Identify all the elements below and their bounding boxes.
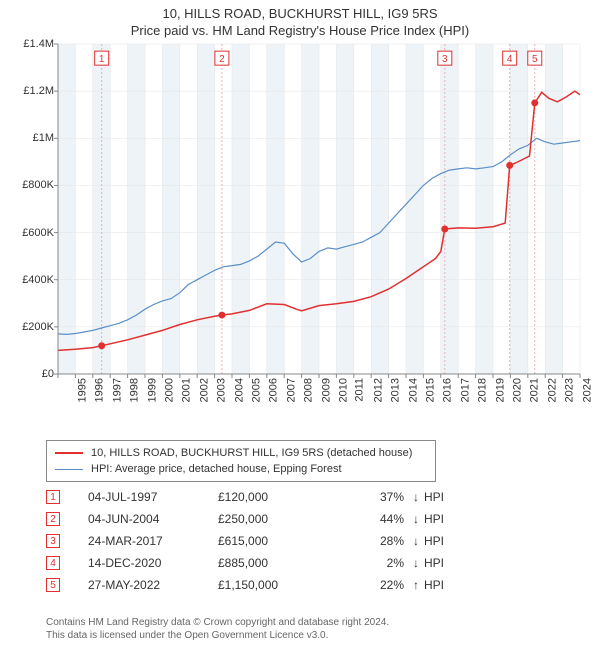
- sale-arrow-icon: ↓: [408, 512, 424, 526]
- sale-diff: 37%: [348, 490, 408, 504]
- sale-vs-label: HPI: [424, 490, 464, 504]
- x-tick-label: 2022: [546, 378, 558, 402]
- footer-line2: This data is licensed under the Open Gov…: [46, 629, 556, 642]
- footer-line1: Contains HM Land Registry data © Crown c…: [46, 616, 556, 629]
- y-tick-label: £0: [42, 368, 54, 380]
- sale-diff: 28%: [348, 534, 408, 548]
- sale-marker: 2: [46, 512, 60, 526]
- sale-date: 04-JUN-2004: [88, 512, 218, 526]
- x-tick-label: 2016: [442, 378, 454, 402]
- title-address: 10, HILLS ROAD, BUCKHURST HILL, IG9 5RS: [0, 6, 600, 21]
- x-tick-label: 2020: [511, 378, 523, 402]
- x-tick-label: 2007: [285, 378, 297, 402]
- sale-arrow-icon: ↓: [408, 556, 424, 570]
- x-tick-label: 2013: [390, 378, 402, 402]
- sale-vs-label: HPI: [424, 512, 464, 526]
- chart-container: 10, HILLS ROAD, BUCKHURST HILL, IG9 5RS …: [0, 0, 600, 650]
- legend-swatch-price: [55, 452, 83, 454]
- svg-text:2: 2: [219, 54, 225, 65]
- x-tick-label: 2001: [181, 378, 193, 402]
- x-tick-label: 1996: [94, 378, 106, 402]
- sale-arrow-icon: ↑: [408, 578, 424, 592]
- sale-marker: 3: [46, 534, 60, 548]
- y-tick-label: £1.4M: [23, 38, 54, 50]
- sale-vs-label: HPI: [424, 534, 464, 548]
- x-tick-label: 2008: [303, 378, 315, 402]
- sale-row: 3 24-MAR-2017£615,00028%↓HPI: [46, 530, 556, 552]
- x-tick-label: 1999: [146, 378, 158, 402]
- y-tick-label: £400K: [22, 274, 54, 286]
- sale-row: 4 14-DEC-2020£885,0002%↓HPI: [46, 552, 556, 574]
- y-axis: £0£200K£400K£600K£800K£1M£1.2M£1.4M: [10, 44, 58, 374]
- sale-row: 2 04-JUN-2004£250,00044%↓HPI: [46, 508, 556, 530]
- svg-text:4: 4: [507, 54, 513, 65]
- x-tick-label: 2002: [198, 378, 210, 402]
- x-tick-label: 1995: [76, 378, 88, 402]
- legend-row-hpi: HPI: Average price, detached house, Eppi…: [55, 461, 427, 477]
- x-tick-label: 1998: [129, 378, 141, 402]
- x-tick-label: 2011: [354, 378, 366, 402]
- plot-area: 1 2 3 4 5: [58, 44, 580, 374]
- legend-label-hpi: HPI: Average price, detached house, Eppi…: [91, 463, 342, 475]
- legend: 10, HILLS ROAD, BUCKHURST HILL, IG9 5RS …: [46, 440, 436, 482]
- sale-price: £120,000: [218, 490, 348, 504]
- svg-text:1: 1: [99, 54, 105, 65]
- y-tick-label: £800K: [22, 179, 54, 191]
- x-tick-label: 2004: [233, 378, 245, 402]
- x-tick-label: 2012: [372, 378, 384, 402]
- sale-marker: 4: [46, 556, 60, 570]
- sale-arrow-icon: ↓: [408, 534, 424, 548]
- x-tick-label: 2024: [581, 378, 593, 402]
- sale-diff: 2%: [348, 556, 408, 570]
- sale-date: 24-MAR-2017: [88, 534, 218, 548]
- x-tick-label: 2009: [320, 378, 332, 402]
- sale-price: £1,150,000: [218, 578, 348, 592]
- x-tick-label: 2023: [564, 378, 576, 402]
- sale-row: 1 04-JUL-1997£120,00037%↓HPI: [46, 486, 556, 508]
- y-tick-label: £1.2M: [23, 85, 54, 97]
- x-tick-label: 2000: [163, 378, 175, 402]
- x-tick-label: 2006: [268, 378, 280, 402]
- x-tick-label: 2021: [529, 378, 541, 402]
- x-axis: 1995 1996 1997 1998 1999 2000 2001 2002 2003 2004…: [58, 374, 580, 434]
- sale-date: 27-MAY-2022: [88, 578, 218, 592]
- x-tick-label: 2017: [459, 378, 471, 402]
- sale-diff: 44%: [348, 512, 408, 526]
- legend-swatch-hpi: [55, 469, 83, 470]
- title-subtitle: Price paid vs. HM Land Registry's House …: [0, 23, 600, 38]
- legend-row-price: 10, HILLS ROAD, BUCKHURST HILL, IG9 5RS …: [55, 445, 427, 461]
- sale-date: 04-JUL-1997: [88, 490, 218, 504]
- sale-price: £885,000: [218, 556, 348, 570]
- sale-diff: 22%: [348, 578, 408, 592]
- sale-arrow-icon: ↓: [408, 490, 424, 504]
- x-tick-label: 2010: [337, 378, 349, 402]
- x-tick-label: 2005: [250, 378, 262, 402]
- svg-text:3: 3: [442, 54, 448, 65]
- sales-table: 104-JUL-1997£120,00037%↓HPI204-JUN-2004£…: [46, 486, 556, 596]
- y-tick-label: £200K: [22, 321, 54, 333]
- y-tick-label: £600K: [22, 227, 54, 239]
- svg-text:5: 5: [532, 54, 538, 65]
- sale-marker: 5: [46, 578, 60, 592]
- sale-row: 5 27-MAY-2022£1,150,00022%↑HPI: [46, 574, 556, 596]
- sale-date: 14-DEC-2020: [88, 556, 218, 570]
- title-block: 10, HILLS ROAD, BUCKHURST HILL, IG9 5RS …: [0, 0, 600, 38]
- sale-price: £615,000: [218, 534, 348, 548]
- x-tick-label: 2018: [477, 378, 489, 402]
- x-tick-label: 2015: [424, 378, 436, 402]
- sale-vs-label: HPI: [424, 578, 464, 592]
- footer: Contains HM Land Registry data © Crown c…: [46, 616, 556, 642]
- x-tick-label: 2014: [407, 378, 419, 402]
- x-tick-label: 2003: [216, 378, 228, 402]
- sale-price: £250,000: [218, 512, 348, 526]
- sale-marker: 1: [46, 490, 60, 504]
- x-tick-label: 1997: [111, 378, 123, 402]
- sale-vs-label: HPI: [424, 556, 464, 570]
- chart-area: £0£200K£400K£600K£800K£1M£1.2M£1.4M 1234…: [10, 44, 590, 434]
- legend-label-price: 10, HILLS ROAD, BUCKHURST HILL, IG9 5RS …: [91, 447, 412, 459]
- y-tick-label: £1M: [33, 132, 54, 144]
- x-tick-label: 2019: [494, 378, 506, 402]
